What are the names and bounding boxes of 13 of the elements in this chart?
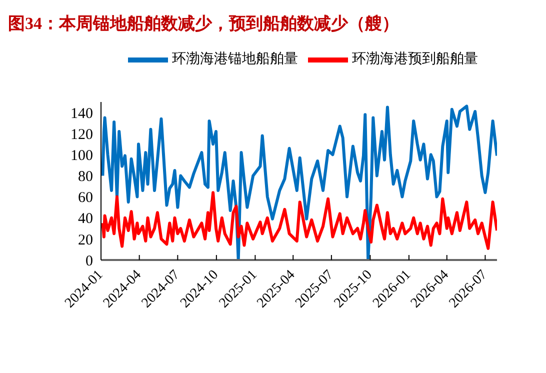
y-tick-label: 40 bbox=[78, 211, 93, 228]
y-tick-label: 0 bbox=[86, 253, 93, 270]
y-tick-label: 140 bbox=[70, 106, 93, 122]
y-tick-label: 100 bbox=[70, 148, 93, 164]
y-tick-label: 80 bbox=[78, 169, 93, 186]
chart-title: 图34：本周锚地船舶数减少，预到船舶数减少（艘） bbox=[8, 13, 400, 35]
y-tick-label: 120 bbox=[70, 126, 93, 143]
legend-label: 环渤海港预到船舶量 bbox=[352, 52, 478, 68]
line-series bbox=[101, 104, 497, 260]
line-series bbox=[101, 191, 497, 250]
y-tick-label: 20 bbox=[78, 232, 93, 248]
legend-label: 环渤海港锚地船舶量 bbox=[172, 52, 298, 68]
y-tick-label: 60 bbox=[78, 190, 93, 206]
